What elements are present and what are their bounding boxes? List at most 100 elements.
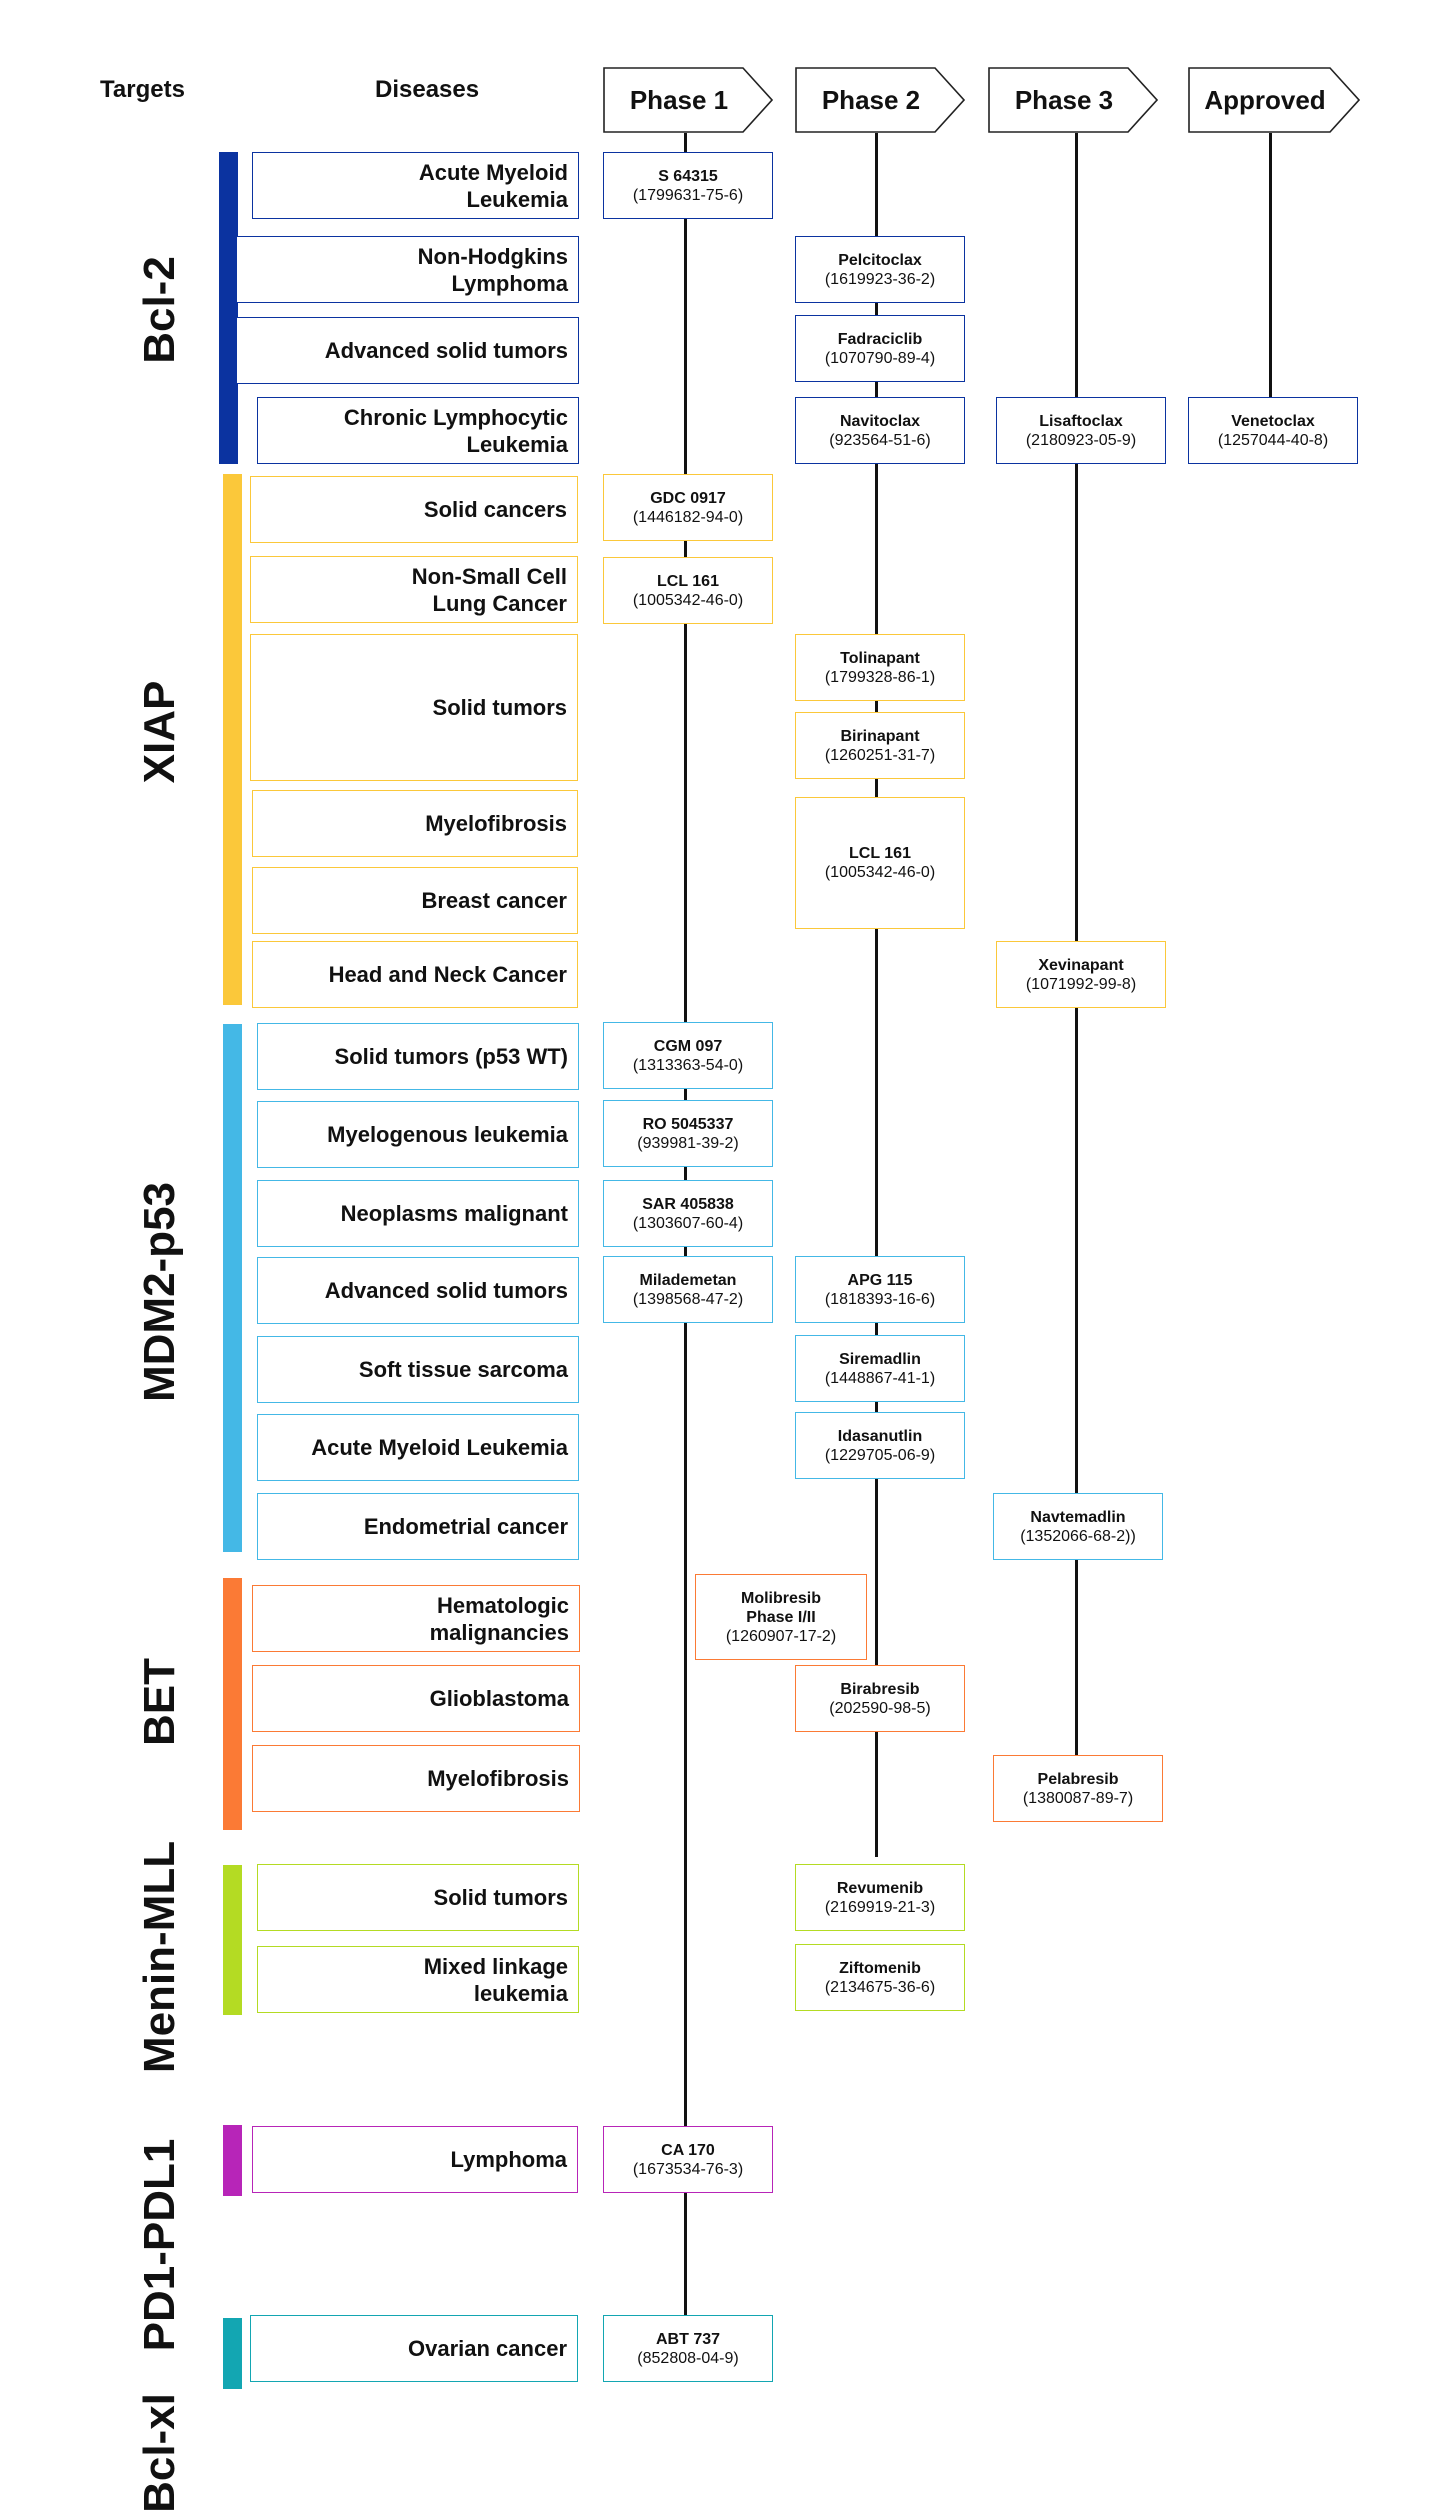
drug-box: GDC 0917 (1446182-94-0): [603, 474, 773, 541]
disease-box: Chronic Lymphocytic Leukemia: [257, 397, 579, 464]
drug-cas-number: (1448867-41-1): [824, 1369, 936, 1387]
drug-box: Birabresib (202590-98-5): [795, 1665, 965, 1732]
disease-box: Hematologic malignancies: [252, 1585, 580, 1652]
drug-cas-number: (1257044-40-8): [1217, 431, 1329, 449]
drug-cas-number: (1799631-75-6): [632, 186, 744, 204]
drug-cas-number: (1005342-46-0): [824, 864, 936, 881]
drug-box: Ziftomenib (2134675-36-6): [795, 1944, 965, 2011]
disease-box: Glioblastoma: [252, 1665, 580, 1732]
drug-box: Xevinapant (1071992-99-8): [996, 941, 1166, 1008]
drug-cas-number: (2134675-36-6): [824, 1978, 936, 1996]
disease-box: Advanced solid tumors: [257, 1257, 579, 1324]
disease-box: Non-Small Cell Lung Cancer: [250, 556, 578, 623]
drug-cas-number: (852808-04-9): [637, 2349, 739, 2367]
drug-name: APG 115: [847, 1271, 913, 1289]
drug-name: RO 5045337: [642, 1115, 734, 1133]
drug-name: LCL 161: [849, 845, 911, 862]
disease-box: Myelofibrosis: [252, 790, 578, 857]
drug-cas-number: (1799328-86-1): [824, 668, 936, 686]
drug-name: LCL 161: [657, 572, 719, 590]
drug-cas-number: (2169919-21-3): [824, 1898, 936, 1916]
drug-box: Revumenib (2169919-21-3): [795, 1864, 965, 1931]
drug-box: Idasanutlin (1229705-06-9): [795, 1412, 965, 1479]
disease-box: Neoplasms malignant: [257, 1180, 579, 1247]
phase-arrow-shape: [603, 67, 773, 133]
disease-box: Solid tumors: [250, 634, 578, 781]
drug-name: Siremadlin: [839, 1350, 921, 1368]
disease-box: Myelogenous leukemia: [257, 1101, 579, 1168]
target-bar-menin-mll: [223, 1865, 242, 2015]
drug-name: Xevinapant: [1038, 956, 1124, 974]
disease-box: Soft tissue sarcoma: [257, 1336, 579, 1403]
phase-arrow-shape: [795, 67, 965, 133]
drug-cas-number: (202590-98-5): [829, 1699, 931, 1717]
target-bar-pd1-pdl1: [223, 2125, 242, 2196]
drug-box: Milademetan (1398568-47-2): [603, 1256, 773, 1323]
drug-cas-number: (1229705-06-9): [824, 1446, 936, 1464]
drug-cas-number: (1071992-99-8): [1025, 975, 1137, 993]
drug-name: ABT 737: [655, 2330, 721, 2348]
drug-name: Navitoclax: [839, 412, 921, 430]
drug-box: ABT 737 (852808-04-9): [603, 2315, 773, 2382]
drug-box: Pelabresib (1380087-89-7): [993, 1755, 1163, 1822]
drug-cas-number: (1260907-17-2): [725, 1627, 837, 1645]
drug-name: Ziftomenib: [839, 1959, 921, 1977]
target-label-text: PD1-PDL1: [135, 2138, 184, 2352]
disease-box: Non-Hodgkins Lymphoma: [236, 236, 579, 303]
drug-cas-number: (2180923-05-9): [1025, 431, 1137, 449]
drug-cas-number: (923564-51-6): [829, 431, 931, 449]
target-bar-xiap: [223, 474, 242, 1005]
phase-label: Phase 3: [1014, 84, 1114, 115]
phase-arrow-shape: [1188, 67, 1360, 133]
drug-name: GDC 0917: [650, 489, 726, 507]
drug-name: SAR 405838: [642, 1195, 734, 1213]
phase-arrow-3: Phase 3: [988, 67, 1158, 133]
target-label-text: Bcl-xl: [135, 2393, 184, 2513]
drug-name: S 64315: [658, 167, 718, 185]
target-bar-mdm2-p53: [223, 1024, 242, 1552]
drug-box: LCL 161 (1005342-46-0): [795, 797, 965, 929]
disease-box: Mixed linkage leukemia: [257, 1946, 579, 2013]
disease-box: Breast cancer: [252, 867, 578, 934]
targets-header: Targets: [100, 76, 185, 103]
drug-name: Lisaftoclax: [1039, 412, 1123, 430]
drug-cas-number: (1352066-68-2)): [1020, 1527, 1136, 1545]
drug-cas-number: (1303607-60-4): [632, 1214, 744, 1232]
disease-box: Solid tumors: [257, 1864, 579, 1931]
drug-cas-number: (1619923-36-2): [824, 270, 936, 288]
drug-name: Pelabresib: [1037, 1770, 1119, 1788]
drug-box: SAR 405838 (1303607-60-4): [603, 1180, 773, 1247]
drug-box: Pelcitoclax (1619923-36-2): [795, 236, 965, 303]
drug-name: CGM 097: [653, 1037, 723, 1055]
drug-name: Revumenib: [836, 1879, 924, 1897]
disease-box: Ovarian cancer: [250, 2315, 578, 2382]
drug-name: Birinapant: [840, 727, 920, 745]
phase-arrow-2: Phase 2: [795, 67, 965, 133]
disease-box: Acute Myeloid Leukemia: [257, 1414, 579, 1481]
drug-cas-number: (1818393-16-6): [824, 1290, 936, 1308]
drug-box: CA 170 (1673534-76-3): [603, 2126, 773, 2193]
diseases-header: Diseases: [375, 76, 480, 103]
disease-box: Lymphoma: [252, 2126, 578, 2193]
drug-name: Navtemadlin: [1030, 1508, 1126, 1526]
drug-name: Idasanutlin: [837, 1427, 923, 1445]
phase-arrow-shape: [988, 67, 1158, 133]
target-label-text: Menin-MLL: [135, 1840, 184, 2074]
drug-cas-number: (1673534-76-3): [632, 2160, 744, 2178]
drug-name: Molibresib Phase I/II: [740, 1589, 821, 1626]
disease-box: Acute Myeloid Leukemia: [252, 152, 579, 219]
drug-name: Venetoclax: [1231, 412, 1315, 430]
disease-box: Head and Neck Cancer: [252, 941, 578, 1008]
drug-name: Tolinapant: [840, 649, 920, 667]
drug-box: Fadraciclib (1070790-89-4): [795, 315, 965, 382]
target-label-text: XIAP: [135, 680, 184, 784]
drug-box: Navtemadlin (1352066-68-2)): [993, 1493, 1163, 1560]
drug-name: Milademetan: [639, 1271, 737, 1289]
phase-arrow-4: Approved: [1188, 67, 1360, 133]
target-label-text: MDM2-p53: [135, 1181, 184, 1403]
drug-box: Siremadlin (1448867-41-1): [795, 1335, 965, 1402]
drug-box: Navitoclax (923564-51-6): [795, 397, 965, 464]
disease-box: Myelofibrosis: [252, 1745, 580, 1812]
drug-box: Lisaftoclax (2180923-05-9): [996, 397, 1166, 464]
drug-box: CGM 097 (1313363-54-0): [603, 1022, 773, 1089]
